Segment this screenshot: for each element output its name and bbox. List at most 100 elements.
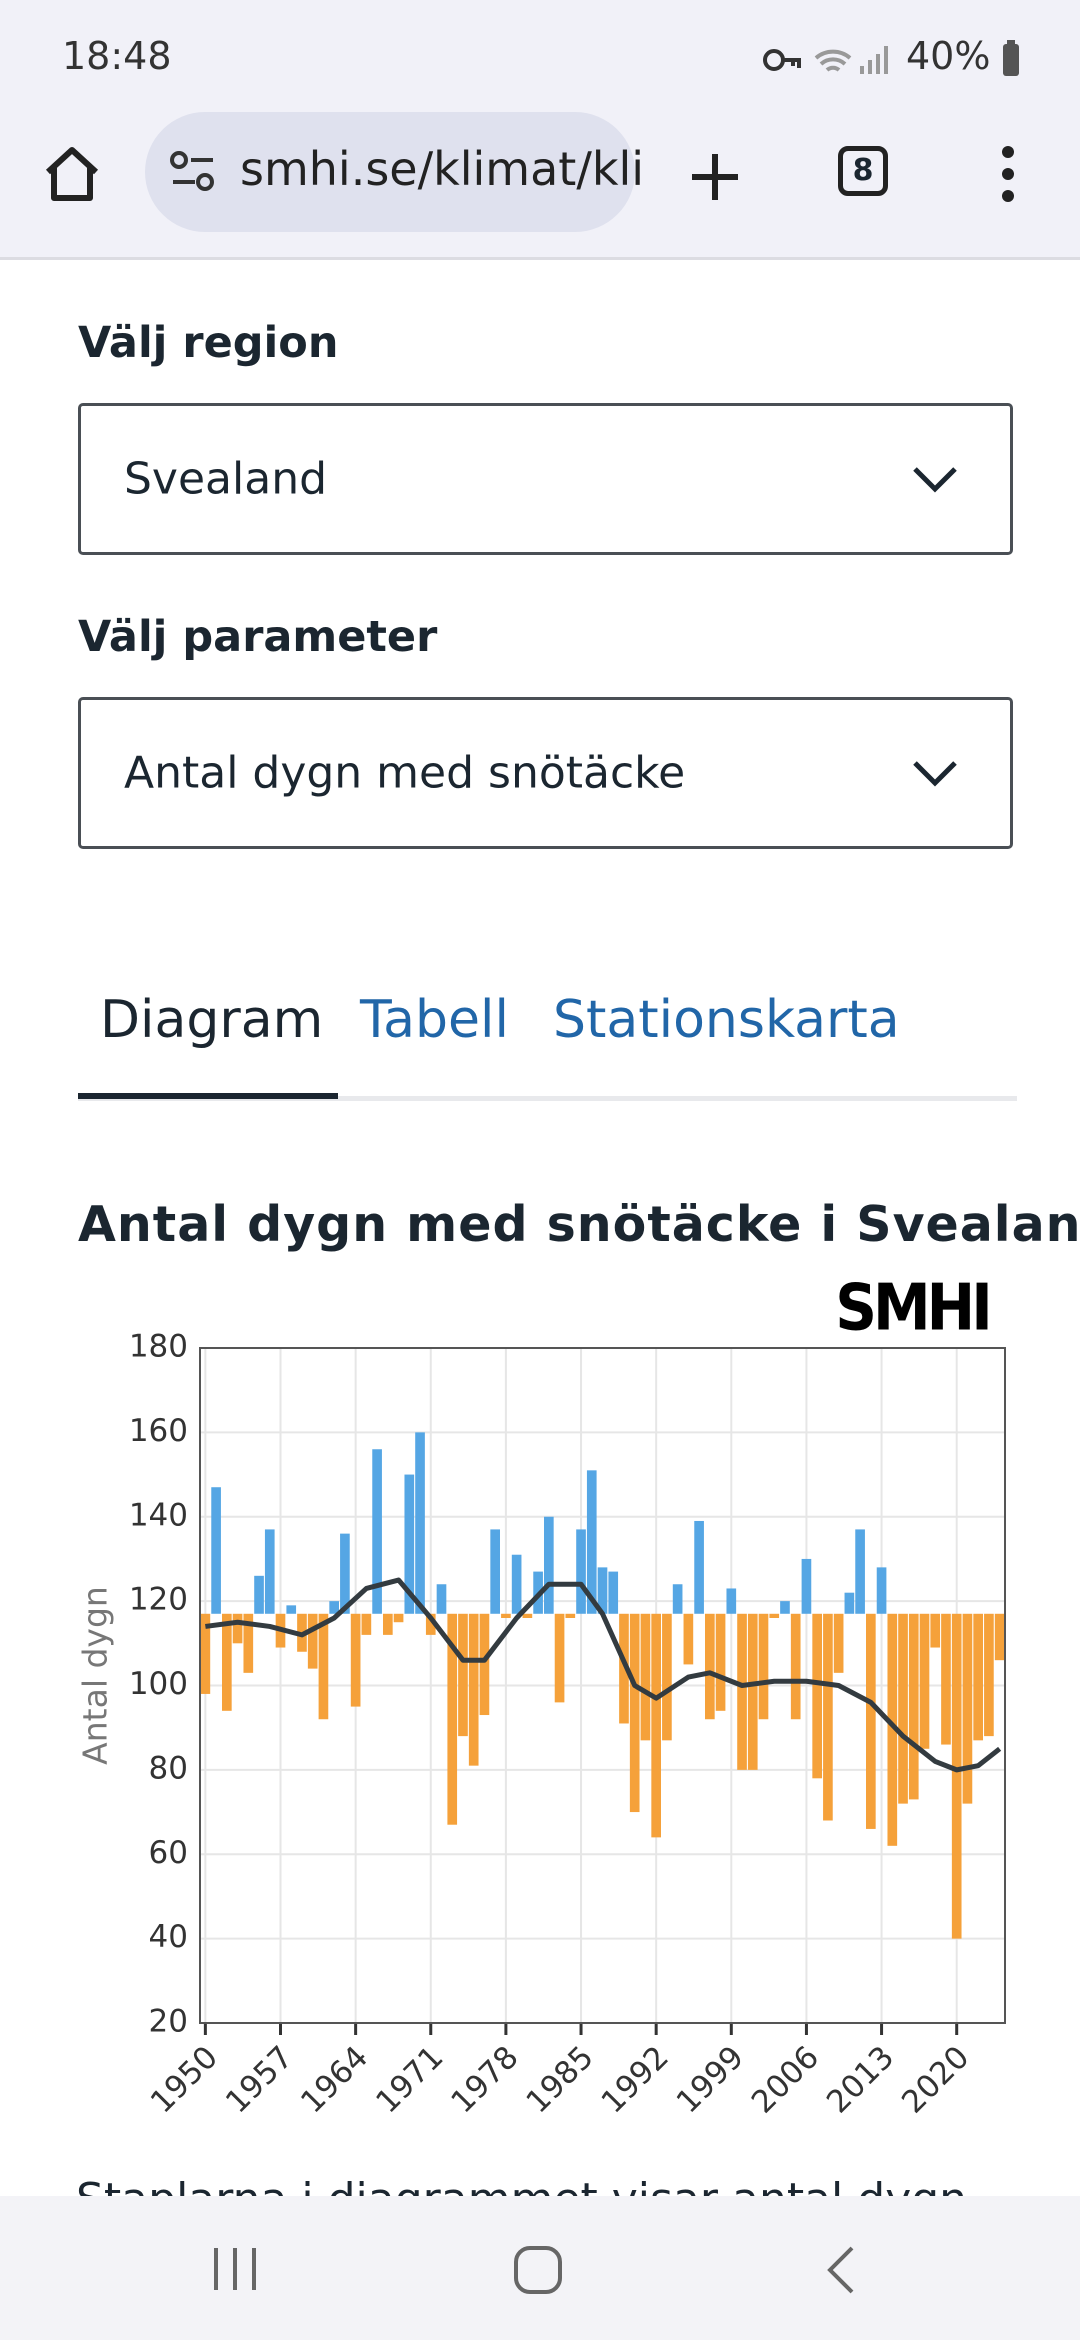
bar (726, 1588, 737, 1614)
bar (361, 1613, 372, 1635)
bar (554, 1613, 565, 1703)
bar (812, 1613, 822, 1779)
battery-icon (1003, 40, 1019, 76)
bar (436, 1584, 447, 1614)
bar (640, 1613, 651, 1741)
x-tick-label: 1957 (219, 2039, 300, 2120)
home-button[interactable] (40, 142, 104, 206)
bar (651, 1613, 661, 1838)
y-tick-label: 20 (149, 2004, 188, 2040)
region-select[interactable]: Svealand (78, 403, 1013, 555)
bar (747, 1613, 758, 1770)
bar (501, 1613, 511, 1618)
tab[interactable]: Stationskarta (553, 990, 900, 1050)
browser-bar: smhi.se/klimat/kli 8 (0, 112, 1080, 260)
x-tick-label: 1978 (444, 2039, 525, 2120)
bar (490, 1529, 500, 1614)
tab[interactable]: Tabell (360, 990, 509, 1050)
bar (468, 1613, 479, 1766)
y-tick-label: 180 (129, 1329, 188, 1365)
y-tick-label: 140 (129, 1497, 188, 1533)
x-tick-label: 1971 (369, 2039, 450, 2120)
bar (447, 1613, 458, 1825)
bar (844, 1592, 855, 1614)
x-tick-label: 1964 (294, 2039, 375, 2120)
menu-button[interactable] (996, 142, 1020, 206)
trend-line (205, 1577, 1002, 1773)
status-bar: 18:48 40% (0, 0, 1080, 112)
bar (479, 1613, 490, 1716)
y-tick-label: 120 (129, 1582, 188, 1618)
active-tab-indicator (78, 1093, 338, 1099)
parameter-select[interactable]: Antal dygn med snötäcke (78, 697, 1013, 849)
bar (758, 1613, 769, 1720)
home-nav-button[interactable] (512, 2244, 566, 2298)
x-tick-label: 1985 (519, 2039, 600, 2120)
y-axis-label: Antal dygn (76, 1586, 115, 1765)
url-text: smhi.se/klimat/kli (240, 142, 645, 196)
bar (576, 1529, 586, 1614)
bar (994, 1613, 1005, 1661)
bar (565, 1613, 576, 1618)
tab-count[interactable]: 8 (838, 146, 888, 196)
bar (855, 1529, 865, 1614)
bar (694, 1520, 704, 1614)
back-button[interactable] (822, 2244, 862, 2298)
bar (833, 1613, 844, 1673)
recent-apps-button[interactable] (210, 2244, 260, 2294)
site-settings-icon[interactable] (169, 150, 217, 194)
x-tick-label: 1950 (144, 2039, 225, 2120)
y-tick-label: 80 (149, 1750, 188, 1786)
parameter-value: Antal dygn med snötäcke (124, 747, 686, 799)
bar (286, 1605, 297, 1614)
bar (307, 1613, 318, 1669)
bar (243, 1613, 254, 1673)
bar (973, 1613, 983, 1741)
bar (350, 1613, 361, 1707)
tab[interactable]: Diagram (100, 990, 324, 1050)
bar (200, 1613, 211, 1694)
bar (264, 1529, 275, 1614)
bar (962, 1613, 973, 1804)
bar (908, 1613, 919, 1800)
region-value: Svealand (124, 453, 328, 505)
x-tick-label: 2006 (745, 2039, 826, 2120)
bar (222, 1613, 232, 1711)
dropdown-arrow (913, 761, 957, 787)
bar (211, 1487, 221, 1614)
bar (951, 1613, 962, 1939)
url-field[interactable]: smhi.se/klimat/kli (145, 112, 644, 232)
battery-level: 40% (906, 34, 991, 78)
x-tick-label: 1992 (595, 2039, 676, 2120)
bar (340, 1533, 350, 1614)
bar (329, 1601, 339, 1614)
status-icons (763, 46, 888, 74)
bar (383, 1613, 393, 1635)
bar (715, 1613, 726, 1711)
bar (415, 1432, 425, 1614)
bar (941, 1613, 951, 1745)
bar (458, 1613, 468, 1737)
bar (984, 1613, 994, 1737)
bar (629, 1613, 640, 1813)
y-tick-label: 160 (129, 1413, 188, 1449)
bar (597, 1567, 608, 1614)
bar (866, 1613, 876, 1829)
bar (522, 1613, 533, 1618)
bar (586, 1470, 597, 1614)
bar (544, 1516, 554, 1614)
bar (393, 1613, 404, 1623)
navigation-bar (0, 2196, 1080, 2340)
bar (254, 1575, 264, 1614)
bar (769, 1613, 780, 1618)
bar (919, 1613, 930, 1749)
bar (801, 1558, 812, 1614)
new-tab-button[interactable] (688, 150, 742, 204)
bar (425, 1613, 436, 1635)
bar (232, 1613, 243, 1644)
bar (887, 1613, 898, 1846)
dropdown-arrow (913, 467, 957, 493)
tab-divider (78, 1096, 1017, 1101)
bar (672, 1584, 683, 1614)
